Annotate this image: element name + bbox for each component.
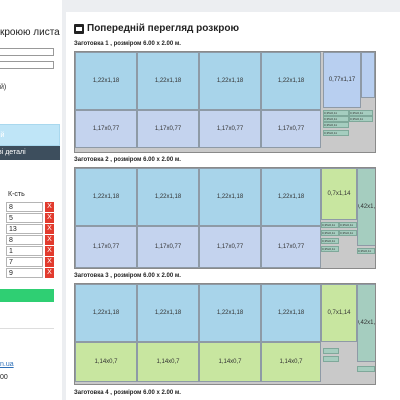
quantity-header: К-сть <box>8 191 25 198</box>
part-row: 5 X <box>0 212 54 223</box>
quantity-field[interactable]: 1 <box>6 246 43 256</box>
quantity-field[interactable]: 9 <box>6 268 43 278</box>
cut-piece: 1,17x0,77 <box>199 226 261 268</box>
cut-piece: 1,22x1,18 <box>75 284 137 342</box>
quantity-field[interactable]: 5 <box>6 213 43 223</box>
sheet-layout: 1,22x1,18 1,22x1,18 1,22x1,18 1,22x1,18 … <box>74 283 376 385</box>
cut-piece: 1,17x0,77 <box>75 226 137 268</box>
preview-panel: Попередній перегляд розкрою Заготовка 1 … <box>66 12 400 400</box>
preview-header: Попередній перегляд розкрою <box>74 20 239 34</box>
cut-piece: 1,17x0,77 <box>199 110 261 148</box>
part-row: 8 X <box>0 201 54 212</box>
part-row: 9 X <box>0 267 54 278</box>
cut-piece: 1,14x0,7 <box>261 342 321 382</box>
part-row: 13 X <box>0 223 54 234</box>
size-input[interactable] <box>0 61 54 69</box>
cut-piece: 1,14x0,7 <box>199 342 261 382</box>
cut-piece: 1,22x1,18 <box>199 52 261 110</box>
parts-button[interactable]: ві деталі <box>0 146 60 160</box>
calculate-button[interactable]: ій <box>0 124 60 146</box>
add-part-button[interactable] <box>0 289 54 302</box>
delete-button[interactable]: X <box>45 202 54 212</box>
small-piece: 0,35x0,11 <box>321 222 339 228</box>
small-piece <box>323 356 339 362</box>
small-piece: 0,35x0,11 <box>339 230 357 236</box>
sheet-title: Заготовка 2 , розміром 6.00 x 2.00 м. <box>74 157 181 163</box>
cut-piece: 0,7x1,14 <box>321 284 357 342</box>
small-piece: 0,35x0,11 <box>357 248 375 254</box>
cut-piece: 0,42x1,1 <box>357 168 375 246</box>
cut-piece: 1,22x1,18 <box>75 52 137 110</box>
image-icon <box>74 23 84 34</box>
sheet-title: Заготовка 1 , розміром 6.00 x 2.00 м. <box>74 41 181 47</box>
cut-piece: 1,17x0,77 <box>261 110 321 148</box>
part-row: 1 X <box>0 245 54 256</box>
delete-button[interactable]: X <box>45 268 54 278</box>
option-label: й) <box>0 84 7 91</box>
delete-button[interactable]: X <box>45 246 54 256</box>
cut-piece: 0,42x1,1 <box>357 284 375 362</box>
cut-piece: 1,22x1,18 <box>261 284 321 342</box>
cut-piece: 1,17x0,77 <box>261 226 321 268</box>
cut-piece: 0,77x1,17 <box>323 52 361 108</box>
cut-piece: 1,22x1,18 <box>137 52 199 110</box>
small-piece: 0,35x0,11 <box>321 246 339 252</box>
cut-piece <box>361 52 375 98</box>
small-piece <box>357 366 375 372</box>
small-piece: 0,35x0,11 <box>339 222 357 228</box>
small-piece: 0,35x0,11 <box>321 238 339 244</box>
cut-piece: 1,14x0,7 <box>75 342 137 382</box>
settings-panel: кроюю листа й) ій ві деталі К-сть 8 X 5 … <box>0 0 62 400</box>
cut-piece: 1,22x1,18 <box>137 168 199 226</box>
small-piece: 0,35x0,11 <box>321 230 339 236</box>
quantity-field[interactable]: 8 <box>6 235 43 245</box>
cut-piece: 1,22x1,18 <box>199 168 261 226</box>
part-row: 8 X <box>0 234 54 245</box>
small-piece: 0,35x0,11 <box>323 130 349 136</box>
name-input[interactable] <box>0 48 54 56</box>
sheet-layout: 1,22x1,18 1,22x1,18 1,22x1,18 1,22x1,18 … <box>74 51 376 153</box>
cut-piece: 1,17x0,77 <box>137 226 199 268</box>
cut-piece: 1,22x1,18 <box>75 168 137 226</box>
cut-piece: 1,22x1,18 <box>261 52 321 110</box>
cut-piece: 1,17x0,77 <box>137 110 199 148</box>
cut-piece: 1,17x0,77 <box>75 110 137 148</box>
small-piece: 0,35x0,11 <box>323 110 349 116</box>
sheet-title: Заготовка 3 , розміром 6.00 x 2.00 м. <box>74 273 181 279</box>
small-piece: 0,35x0,11 <box>323 122 349 128</box>
cut-piece: 1,22x1,18 <box>137 284 199 342</box>
phone-number: 00 <box>0 374 8 381</box>
small-piece: 0,35x0,11 <box>349 116 373 122</box>
small-piece: 0,35x0,11 <box>323 116 349 122</box>
quantity-field[interactable]: 8 <box>6 202 43 212</box>
site-link[interactable]: n.ua <box>0 361 14 368</box>
divider <box>0 328 54 329</box>
cut-piece: 1,22x1,18 <box>199 284 261 342</box>
small-piece <box>323 348 339 354</box>
sheet-layout: 1,22x1,18 1,22x1,18 1,22x1,18 1,22x1,18 … <box>74 167 376 269</box>
quantity-field[interactable]: 13 <box>6 224 43 234</box>
part-row: 7 X <box>0 256 54 267</box>
panel-title: кроюю листа <box>0 27 60 38</box>
quantity-field[interactable]: 7 <box>6 257 43 267</box>
small-piece: 0,35x0,11 <box>349 110 373 116</box>
delete-button[interactable]: X <box>45 224 54 234</box>
cut-piece: 1,14x0,7 <box>137 342 199 382</box>
delete-button[interactable]: X <box>45 257 54 267</box>
cut-piece: 0,7x1,14 <box>321 168 357 220</box>
delete-button[interactable]: X <box>45 213 54 223</box>
delete-button[interactable]: X <box>45 235 54 245</box>
cut-piece: 1,22x1,18 <box>261 168 321 226</box>
page-title: Попередній перегляд розкрою <box>87 23 239 35</box>
sheet-title: Заготовка 4 , розміром 6.00 x 2.00 м. <box>74 390 181 396</box>
